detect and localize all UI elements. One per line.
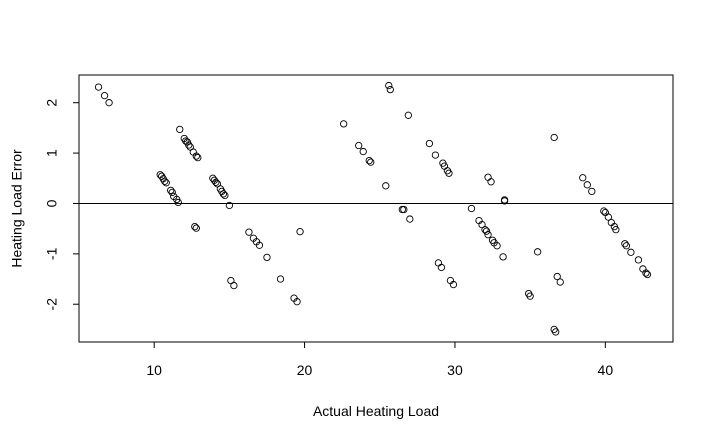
data-point xyxy=(340,120,348,128)
data-point xyxy=(100,92,109,100)
data-point xyxy=(386,85,394,94)
y-tick-label: -1 xyxy=(44,247,60,260)
data-point xyxy=(579,174,587,182)
data-point xyxy=(499,253,507,261)
data-point xyxy=(493,242,501,250)
data-point xyxy=(500,197,509,205)
data-point xyxy=(168,188,176,197)
data-point xyxy=(105,99,113,107)
x-tick-label: 40 xyxy=(598,362,614,378)
data-point xyxy=(588,187,596,196)
y-tick-label: -2 xyxy=(44,298,60,311)
data-point xyxy=(482,227,491,235)
data-point xyxy=(634,256,643,264)
data-point xyxy=(406,215,414,223)
data-point xyxy=(404,111,412,119)
data-point xyxy=(176,125,184,134)
data-point xyxy=(219,190,228,198)
data-point xyxy=(185,141,193,149)
data-point xyxy=(583,181,591,189)
data-point xyxy=(276,275,285,283)
y-axis: -2 -1 0 1 2 xyxy=(44,99,79,311)
data-point xyxy=(550,133,558,142)
y-tick-label: 2 xyxy=(44,99,60,107)
x-tick-label: 10 xyxy=(146,362,162,378)
data-point xyxy=(161,177,169,185)
data-point xyxy=(192,152,200,160)
x-tick-label: 30 xyxy=(447,362,463,378)
data-point xyxy=(359,147,367,156)
data-point xyxy=(162,179,170,187)
data-point xyxy=(556,278,564,286)
data-point xyxy=(643,270,652,279)
data-point xyxy=(552,328,560,336)
data-point xyxy=(449,280,458,289)
data-point xyxy=(484,231,492,239)
data-point xyxy=(484,173,492,181)
data-point xyxy=(487,178,495,186)
plot-frame xyxy=(78,74,674,343)
data-point xyxy=(367,158,375,166)
data-point xyxy=(526,292,534,300)
y-tick-label: 0 xyxy=(44,199,60,207)
data-point xyxy=(225,201,234,210)
data-point xyxy=(385,81,393,90)
data-point xyxy=(398,205,406,214)
x-tick-label: 20 xyxy=(297,362,313,378)
data-point xyxy=(642,269,650,277)
data-point xyxy=(600,207,608,215)
data-point xyxy=(467,204,476,213)
points-layer xyxy=(94,81,652,336)
data-point xyxy=(174,198,182,207)
data-point xyxy=(255,241,264,249)
data-point xyxy=(612,226,620,234)
data-point xyxy=(437,263,446,272)
y-tick-label: 1 xyxy=(44,149,60,157)
data-point xyxy=(627,248,635,256)
data-point xyxy=(553,272,561,281)
data-point xyxy=(194,153,202,162)
x-axis: 10 20 30 40 xyxy=(146,342,613,378)
data-point xyxy=(425,139,434,148)
data-point xyxy=(293,298,301,306)
data-point xyxy=(230,281,238,290)
data-point xyxy=(365,156,373,165)
data-point xyxy=(622,242,631,250)
data-point xyxy=(355,141,363,150)
data-point xyxy=(445,169,453,177)
data-point xyxy=(534,248,542,256)
data-point xyxy=(94,83,103,91)
data-point xyxy=(212,178,220,186)
y-axis-title: Heating Load Error xyxy=(9,149,25,268)
data-point xyxy=(621,240,629,248)
x-axis-title: Actual Heating Load xyxy=(313,403,439,419)
data-point xyxy=(192,224,200,232)
data-point xyxy=(434,259,443,267)
data-point xyxy=(296,228,304,236)
data-point xyxy=(400,205,408,214)
data-point xyxy=(431,151,440,159)
data-point xyxy=(191,222,199,231)
data-point xyxy=(167,186,175,195)
data-point xyxy=(263,253,271,262)
data-point xyxy=(604,213,612,221)
data-point xyxy=(221,191,229,200)
data-point xyxy=(382,182,390,190)
data-point xyxy=(245,228,253,236)
data-point xyxy=(601,208,609,217)
